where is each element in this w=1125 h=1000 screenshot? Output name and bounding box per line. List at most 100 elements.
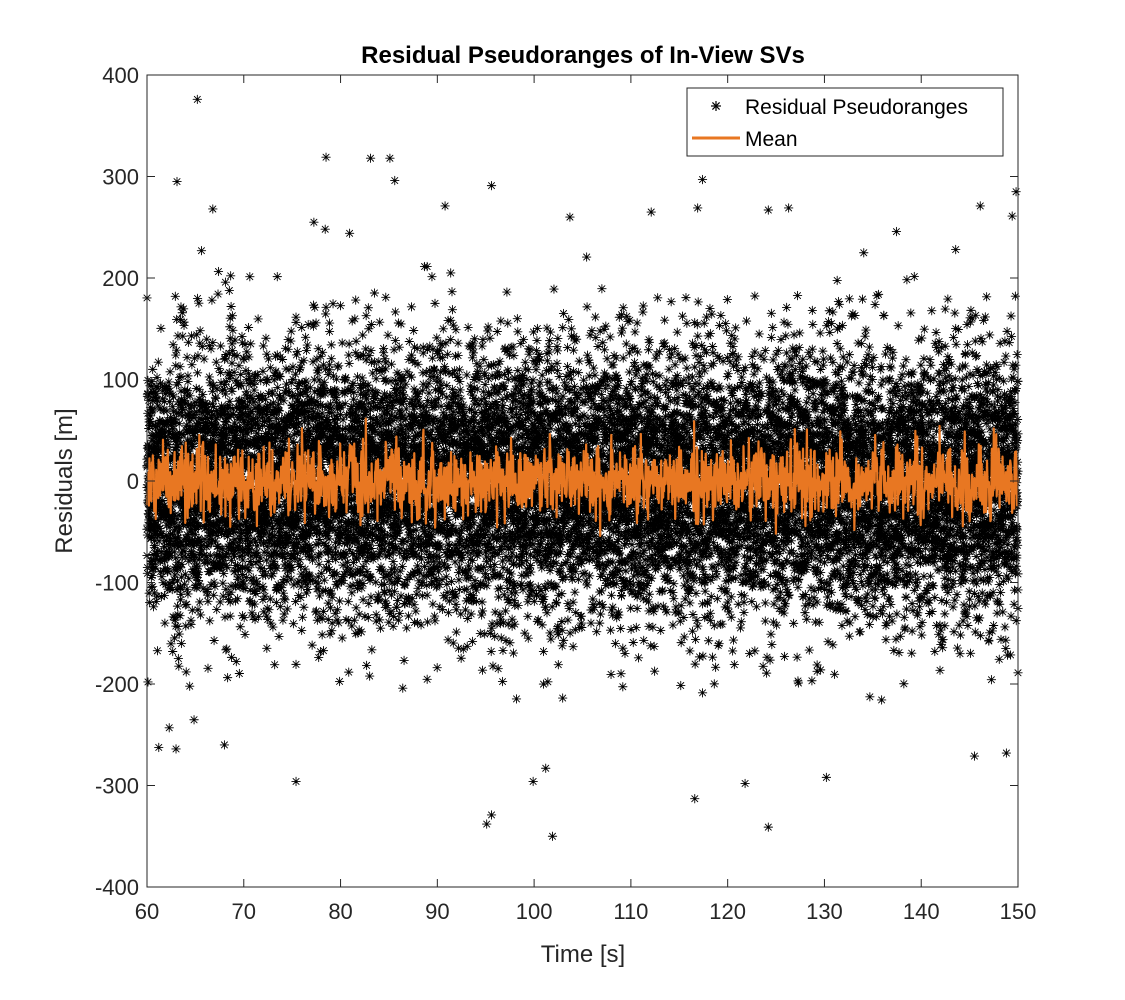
- scatter-point: [162, 406, 172, 416]
- scatter-point: [375, 317, 385, 327]
- scatter-point: [160, 554, 170, 565]
- scatter-point: [206, 538, 217, 548]
- scatter-point: [146, 532, 157, 542]
- scatter-point: [195, 418, 205, 429]
- scatter-point: [318, 606, 329, 617]
- scatter-point: [437, 389, 448, 399]
- scatter-point: [176, 371, 186, 382]
- scatter-point: [216, 401, 227, 411]
- scatter-point: [193, 575, 204, 586]
- scatter-point: [222, 672, 233, 683]
- scatter-point: [211, 510, 221, 520]
- scatter-point: [295, 363, 306, 373]
- scatter-point: [188, 431, 199, 441]
- scatter-point: [432, 333, 442, 343]
- scatter-point: [189, 435, 199, 446]
- scatter-point: [399, 655, 409, 666]
- scatter-point: [146, 572, 157, 583]
- scatter-point: [175, 582, 186, 592]
- scatter-point: [198, 584, 208, 594]
- scatter-point: [427, 353, 438, 363]
- scatter-point: [151, 388, 161, 398]
- scatter-point: [152, 438, 163, 449]
- scatter-point: [161, 530, 171, 541]
- scatter-point: [205, 436, 216, 446]
- scatter-point: [185, 391, 195, 401]
- scatter-point: [145, 512, 155, 522]
- scatter-point: [198, 434, 209, 444]
- scatter-point: [401, 379, 411, 389]
- scatter-point: [157, 529, 167, 539]
- scatter-point: [446, 576, 457, 587]
- scatter-point: [193, 504, 203, 515]
- scatter-point: [171, 553, 181, 563]
- scatter-point: [427, 272, 437, 282]
- scatter-point: [172, 576, 183, 586]
- scatter-point: [299, 355, 309, 365]
- scatter-point: [169, 547, 180, 557]
- scatter-point: [232, 351, 242, 361]
- scatter-point: [272, 563, 282, 573]
- scatter-point: [398, 683, 408, 693]
- scatter-point: [232, 594, 243, 604]
- scatter-point: [374, 594, 384, 604]
- scatter-point: [165, 551, 175, 561]
- scatter-point: [172, 440, 183, 450]
- scatter-point: [363, 612, 373, 623]
- scatter-point: [292, 346, 302, 357]
- scatter-point: [424, 378, 434, 388]
- scatter-point: [148, 602, 159, 612]
- scatter-point: [413, 359, 423, 369]
- scatter-point: [153, 357, 163, 367]
- scatter-point: [313, 520, 323, 531]
- scatter-point: [336, 402, 346, 412]
- scatter-point: [153, 521, 163, 531]
- scatter-point: [406, 350, 417, 360]
- scatter-point: [334, 618, 344, 628]
- scatter-point: [276, 582, 287, 593]
- scatter-point: [192, 538, 202, 548]
- scatter-point: [186, 619, 196, 630]
- scatter-point: [195, 579, 205, 589]
- scatter-point: [215, 597, 225, 607]
- scatter-point: [334, 361, 344, 371]
- scatter-point: [326, 354, 336, 364]
- scatter-point: [148, 564, 159, 574]
- scatter-point: [192, 293, 203, 304]
- scatter-point: [326, 340, 336, 350]
- scatter-point: [400, 599, 410, 609]
- scatter-point: [207, 413, 217, 423]
- scatter-point: [143, 375, 153, 385]
- scatter-point: [264, 605, 274, 615]
- scatter-point: [395, 525, 405, 535]
- scatter-point: [199, 354, 209, 364]
- scatter-point: [160, 436, 170, 446]
- scatter-point: [166, 639, 176, 649]
- scatter-point: [319, 377, 329, 387]
- scatter-point: [165, 397, 175, 407]
- scatter-point: [215, 404, 226, 414]
- scatter-point: [172, 565, 182, 575]
- scatter-point: [188, 520, 198, 530]
- scatter-point: [211, 415, 221, 425]
- scatter-point: [185, 416, 195, 426]
- scatter-point: [275, 372, 285, 382]
- scatter-point: [197, 341, 207, 352]
- scatter-point: [152, 646, 163, 656]
- scatter-point: [179, 396, 190, 406]
- scatter-point: [209, 501, 219, 511]
- scatter-point: [406, 302, 417, 312]
- scatter-point: [178, 518, 188, 528]
- scatter-point: [168, 540, 178, 551]
- scatter-point: [176, 407, 187, 418]
- scatter-point: [148, 582, 158, 592]
- scatter-point: [213, 289, 223, 299]
- scatter-point: [187, 360, 197, 370]
- scatter-point: [195, 542, 206, 552]
- scatter-point: [204, 534, 214, 544]
- scatter-point: [145, 411, 156, 421]
- scatter-point: [235, 622, 245, 632]
- scatter-point: [217, 445, 227, 455]
- scatter-point: [409, 599, 419, 610]
- scatter-point: [178, 404, 188, 415]
